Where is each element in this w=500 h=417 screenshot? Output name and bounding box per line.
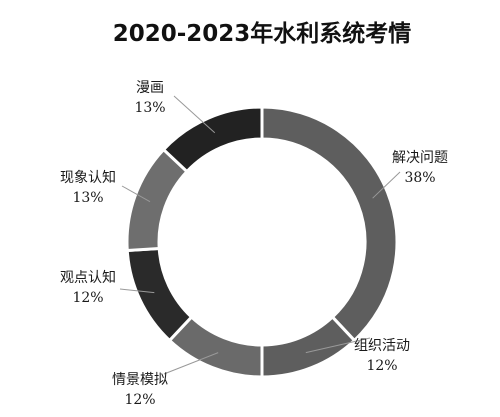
chart-title: 2020-2023年水利系统考情 (113, 20, 412, 47)
leader-line-5 (121, 185, 151, 203)
slice-value-label-2: 12% (366, 358, 397, 374)
leader-line-2 (305, 337, 371, 354)
donut-slice-1 (260, 105, 399, 343)
slice-category-label-6: 漫画 (136, 80, 164, 96)
slices-group (125, 105, 399, 379)
slice-category-label-5: 现象认知 (60, 169, 116, 186)
slice-value-label-5: 13% (72, 190, 103, 206)
slice-category-label-4: 观点认知 (60, 269, 116, 286)
donut-slice-2 (260, 314, 357, 379)
leader-line-4 (119, 288, 155, 294)
donut-slice-6 (161, 105, 264, 174)
labels-group: 解决问题 38% 组织活动 12% 情景模拟 12% 观点认知 12% 现象认知 13% 漫画 13% (60, 80, 448, 408)
slice-value-label-4: 12% (72, 290, 103, 306)
slice-value-label-1: 38% (404, 170, 435, 186)
slice-value-label-3: 12% (124, 392, 155, 408)
slice-category-label-1: 解决问题 (392, 150, 448, 166)
leader-line-3 (163, 352, 219, 375)
leader-line-1 (372, 171, 401, 199)
slice-value-label-6: 13% (134, 100, 165, 116)
leader-line-6 (173, 95, 216, 134)
leader-lines-group (119, 95, 401, 375)
donut-slice-4 (125, 246, 194, 343)
slice-category-label-2: 组织活动 (354, 338, 410, 354)
slice-category-label-3: 情景模拟 (112, 372, 168, 388)
